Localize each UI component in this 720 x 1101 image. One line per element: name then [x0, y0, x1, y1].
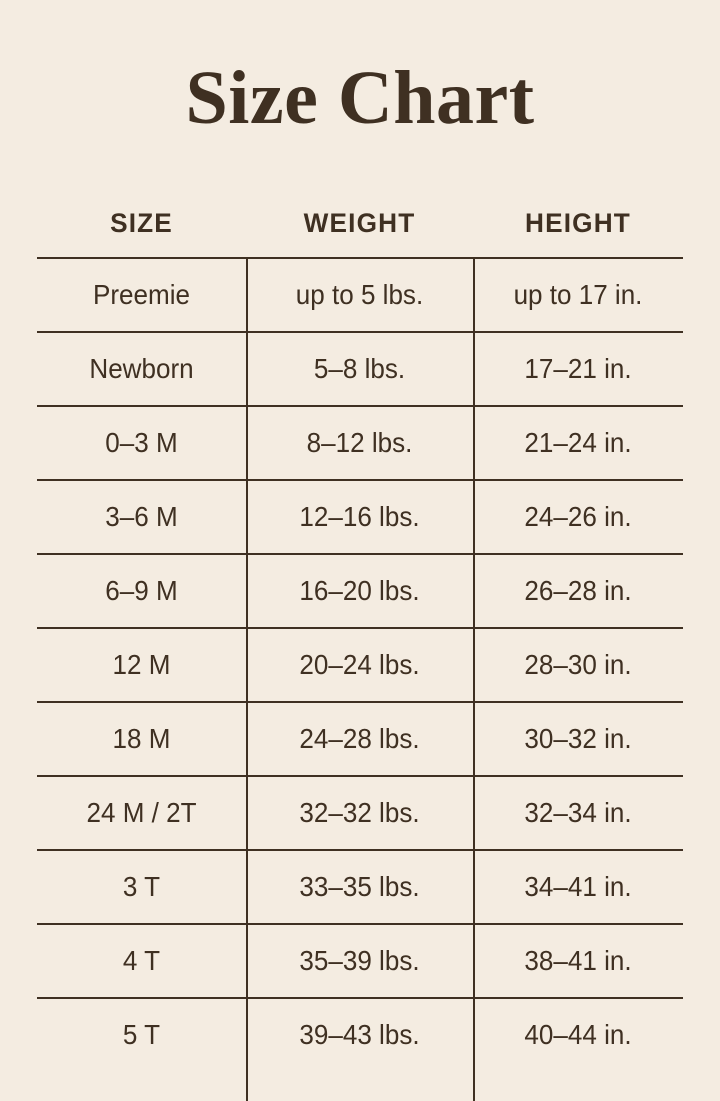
table-row: Newborn 5–8 lbs. 17–21 in. [37, 331, 683, 405]
cell-height: 21–24 in. [524, 427, 632, 458]
cell-size: 12 M [112, 649, 171, 680]
cell-size: 4 T [122, 945, 161, 976]
table-row: Preemie up to 5 lbs. up to 17 in. [37, 257, 683, 331]
table-body: Preemie up to 5 lbs. up to 17 in. Newbor… [37, 257, 683, 1071]
cell-height: 28–30 in. [524, 649, 632, 680]
cell-height: 40–44 in. [524, 1019, 632, 1050]
cell-weight: 8–12 lbs. [306, 427, 413, 458]
column-header-height: HEIGHT [525, 208, 631, 238]
cell-size: Newborn [89, 353, 194, 384]
cell-weight: 33–35 lbs. [299, 871, 420, 902]
column-header-size: SIZE [110, 208, 173, 238]
page-title: Size Chart [185, 56, 535, 140]
cell-weight: 20–24 lbs. [299, 649, 420, 680]
table-row: 4 T 35–39 lbs. 38–41 in. [37, 923, 683, 997]
cell-size: Preemie [93, 279, 190, 310]
cell-size: 18 M [112, 723, 171, 754]
cell-size: 5 T [122, 1019, 161, 1050]
table-header-row: SIZE WEIGHT HEIGHT [37, 190, 683, 257]
cell-height: 17–21 in. [524, 353, 632, 384]
column-divider-2 [473, 257, 475, 1101]
table-row: 12 M 20–24 lbs. 28–30 in. [37, 627, 683, 701]
size-chart-table: SIZE WEIGHT HEIGHT Preemie up to 5 lbs. … [37, 190, 683, 1101]
table-row: 0–3 M 8–12 lbs. 21–24 in. [37, 405, 683, 479]
column-divider-1 [246, 257, 248, 1101]
table-row: 3–6 M 12–16 lbs. 24–26 in. [37, 479, 683, 553]
cell-size: 24 M / 2T [86, 797, 197, 828]
table-row: 3 T 33–35 lbs. 34–41 in. [37, 849, 683, 923]
cell-height: 38–41 in. [524, 945, 632, 976]
cell-height: 30–32 in. [524, 723, 632, 754]
cell-height: up to 17 in. [513, 279, 643, 310]
cell-weight: 32–32 lbs. [299, 797, 420, 828]
table-row: 18 M 24–28 lbs. 30–32 in. [37, 701, 683, 775]
cell-weight: 5–8 lbs. [313, 353, 406, 384]
table-grid: Preemie up to 5 lbs. up to 17 in. Newbor… [37, 257, 683, 1101]
cell-size: 3–6 M [105, 501, 178, 532]
cell-weight: 12–16 lbs. [299, 501, 420, 532]
cell-size: 0–3 M [105, 427, 178, 458]
cell-weight: 16–20 lbs. [299, 575, 420, 606]
cell-height: 34–41 in. [524, 871, 632, 902]
cell-size: 6–9 M [105, 575, 178, 606]
table-row: 5 T 39–43 lbs. 40–44 in. [37, 997, 683, 1071]
cell-weight: 39–43 lbs. [299, 1019, 420, 1050]
table-row: 24 M / 2T 32–32 lbs. 32–34 in. [37, 775, 683, 849]
table-row: 6–9 M 16–20 lbs. 26–28 in. [37, 553, 683, 627]
cell-height: 32–34 in. [524, 797, 632, 828]
cell-weight: 35–39 lbs. [299, 945, 420, 976]
column-header-weight: WEIGHT [303, 208, 416, 238]
cell-height: 24–26 in. [524, 501, 632, 532]
cell-weight: 24–28 lbs. [299, 723, 420, 754]
cell-weight: up to 5 lbs. [295, 279, 424, 310]
cell-height: 26–28 in. [524, 575, 632, 606]
cell-size: 3 T [122, 871, 161, 902]
